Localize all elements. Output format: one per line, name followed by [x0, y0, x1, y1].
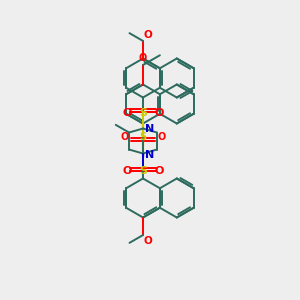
Text: O: O: [154, 107, 164, 118]
Text: O: O: [144, 30, 153, 40]
Text: O: O: [121, 133, 129, 142]
Text: O: O: [154, 167, 164, 176]
Text: S: S: [140, 133, 147, 142]
Text: O: O: [144, 236, 153, 246]
Text: O: O: [122, 107, 132, 118]
Text: O: O: [139, 53, 147, 63]
Text: O: O: [157, 133, 165, 142]
Text: S: S: [139, 107, 147, 118]
Text: O: O: [122, 167, 132, 176]
Text: N: N: [145, 149, 154, 160]
Text: S: S: [139, 167, 147, 176]
Text: N: N: [145, 124, 154, 134]
